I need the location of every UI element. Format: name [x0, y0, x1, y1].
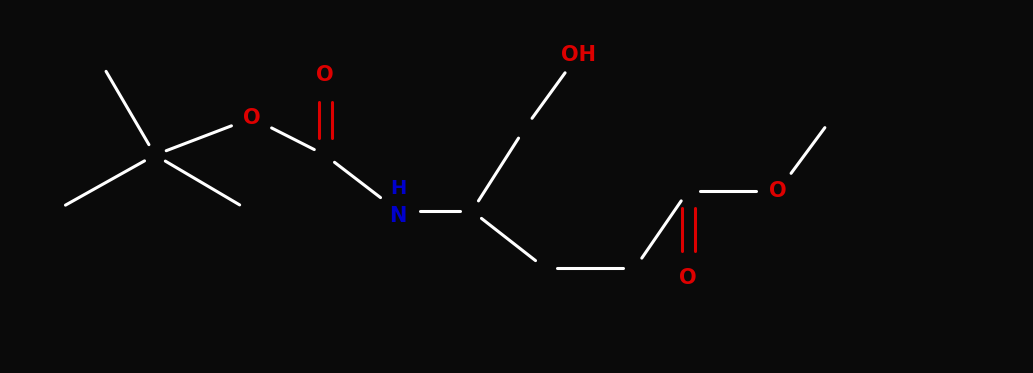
Text: OH: OH — [561, 45, 595, 65]
Text: O: O — [770, 181, 787, 201]
Text: H: H — [389, 179, 406, 198]
Text: O: O — [316, 65, 334, 85]
Text: O: O — [243, 108, 260, 128]
Text: N: N — [389, 206, 407, 226]
Text: O: O — [679, 268, 697, 288]
